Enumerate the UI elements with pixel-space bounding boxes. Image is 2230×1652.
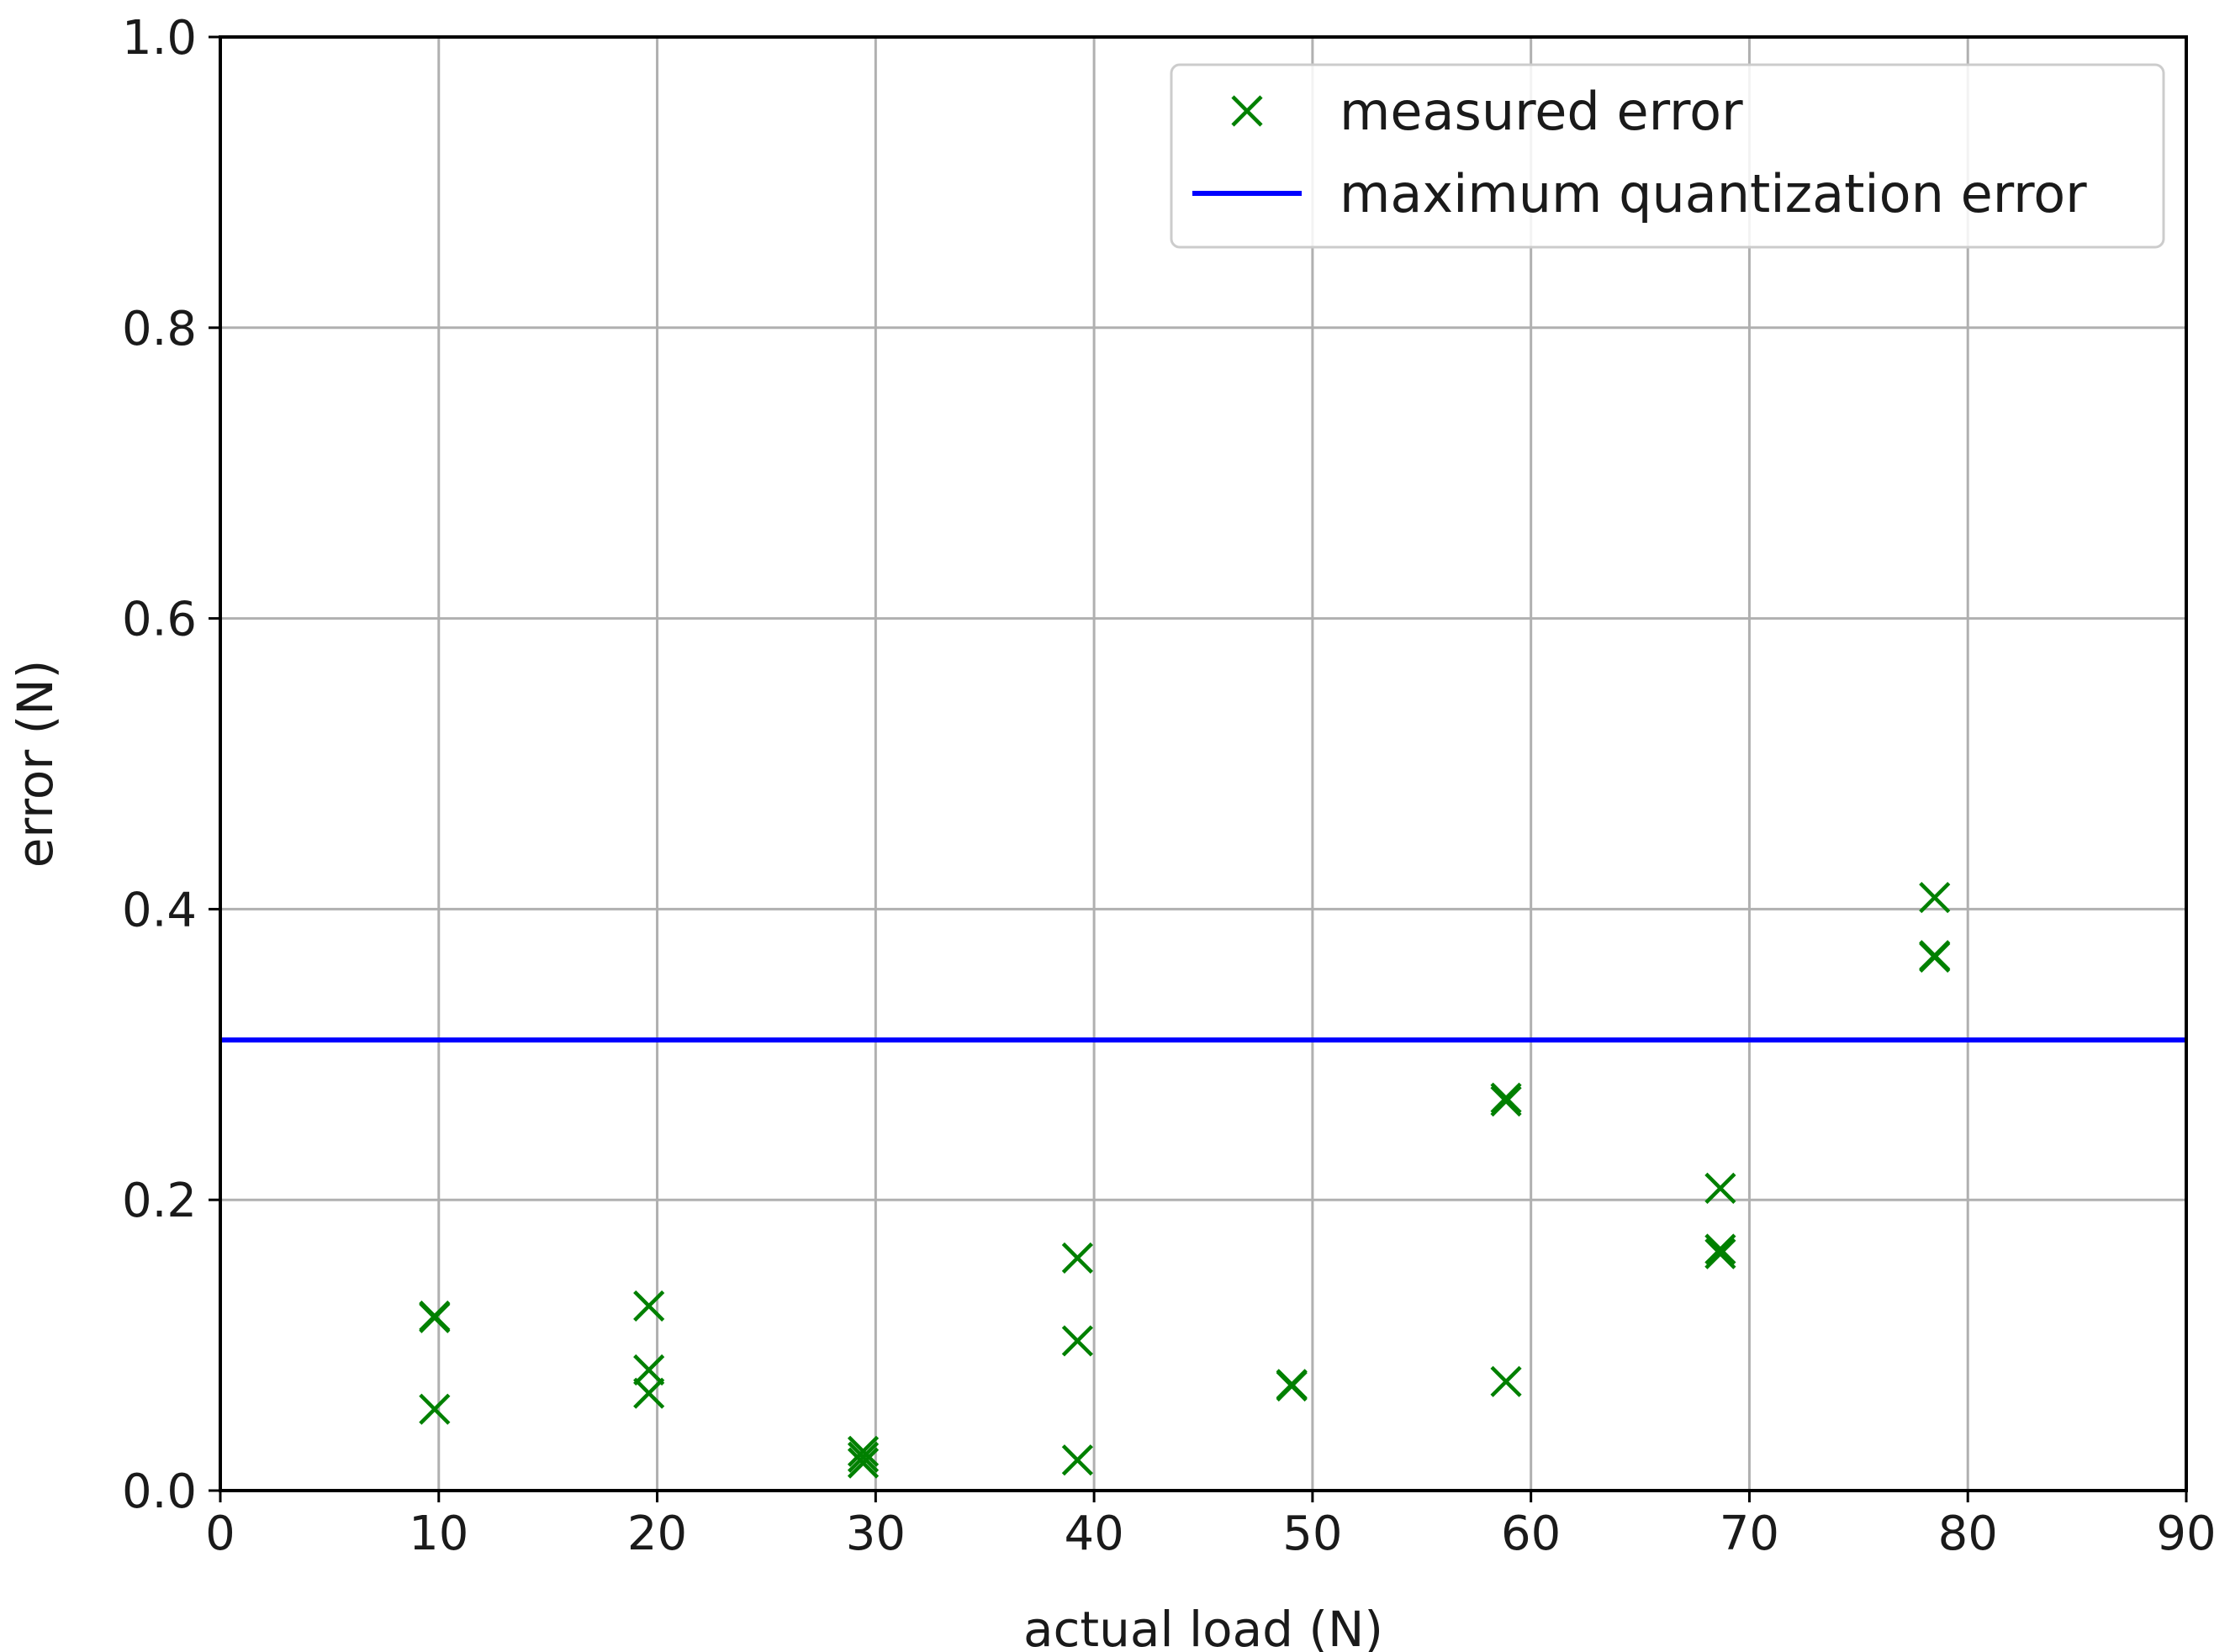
marker-stroke <box>633 1290 665 1322</box>
measured-error-point <box>1061 1444 1093 1476</box>
marker-stroke <box>1061 1444 1093 1476</box>
measured-error-point <box>847 1435 880 1467</box>
marker-stroke <box>633 1377 665 1409</box>
x-axis-label: actual load (N) <box>1023 1601 1383 1652</box>
x-axis-ticks: 0 10 20 30 40 50 60 70 80 90 <box>205 1491 2217 1561</box>
measured-error-point <box>1919 940 1951 972</box>
marker-stroke <box>1704 1238 1736 1269</box>
marker-stroke <box>419 1393 451 1425</box>
measured-error-point <box>1919 881 1951 914</box>
measured-error-point <box>1061 1325 1093 1357</box>
marker-stroke <box>847 1435 880 1467</box>
legend-box <box>1170 63 2165 249</box>
series-layer <box>220 881 2186 1479</box>
x-tick-label: 90 <box>2156 1507 2216 1561</box>
x-tick-label: 0 <box>205 1507 235 1561</box>
marker-stroke <box>1919 940 1951 972</box>
measured-error-point <box>633 1377 665 1409</box>
measured-error-point <box>1276 1370 1308 1402</box>
legend-marker-measured-error <box>1231 95 1263 127</box>
plot-frame <box>219 35 2188 1492</box>
x-tick-label: 60 <box>1501 1507 1561 1561</box>
legend: measured error maximum quantization error <box>1170 63 2165 249</box>
marker-stroke <box>1704 1172 1736 1204</box>
x-tick-label: 70 <box>1720 1507 1779 1561</box>
marker-stroke <box>633 1354 665 1386</box>
legend-label: maximum quantization error <box>1340 163 2087 224</box>
measured-error-point <box>1490 1365 1522 1397</box>
measured-error-point <box>1704 1233 1736 1265</box>
grid <box>219 35 2188 1492</box>
marker-stroke <box>1061 1242 1093 1274</box>
measured-error-point <box>847 1441 880 1473</box>
x-tick-label: 10 <box>409 1507 468 1561</box>
marker-stroke <box>419 1301 451 1333</box>
marker-stroke <box>1276 1370 1308 1402</box>
x-tick-label: 50 <box>1282 1507 1342 1561</box>
measured-error-point <box>1704 1238 1736 1269</box>
marker-stroke <box>847 1447 880 1479</box>
y-axis-ticks: 0.0 0.2 0.4 0.6 0.8 1.0 <box>122 11 220 1519</box>
measured-error-point <box>419 1393 451 1425</box>
y-tick-label: 0.2 <box>122 1174 197 1228</box>
marker-stroke <box>1231 95 1263 127</box>
y-tick-label: 0.0 <box>122 1465 197 1519</box>
measured-error-point <box>419 1301 451 1333</box>
marker-stroke <box>1061 1325 1093 1357</box>
y-tick-label: 0.6 <box>122 593 197 647</box>
y-tick-label: 0.8 <box>122 302 197 356</box>
marker-stroke <box>1490 1085 1522 1117</box>
measured-error-point <box>847 1447 880 1479</box>
x-tick-label: 30 <box>846 1507 906 1561</box>
measured-error-point <box>633 1290 665 1322</box>
measured-error-point <box>1490 1085 1522 1117</box>
marker-stroke <box>1490 1082 1522 1114</box>
x-tick-label: 20 <box>627 1507 687 1561</box>
y-tick-label: 0.4 <box>122 883 197 937</box>
y-axis-label: error (N) <box>7 660 64 868</box>
measured-error-point <box>1704 1172 1736 1204</box>
x-tick-label: 80 <box>1938 1507 1998 1561</box>
measured-error-point <box>1061 1242 1093 1274</box>
marker-stroke <box>1704 1233 1736 1265</box>
marker-stroke <box>1490 1365 1522 1397</box>
marker-stroke <box>1919 881 1951 914</box>
measured-error-point <box>633 1354 665 1386</box>
measured-error-point <box>1490 1082 1522 1114</box>
marker-stroke <box>847 1441 880 1473</box>
legend-label: measured error <box>1340 81 1743 142</box>
x-tick-label: 40 <box>1064 1507 1123 1561</box>
y-tick-label: 1.0 <box>122 11 197 66</box>
